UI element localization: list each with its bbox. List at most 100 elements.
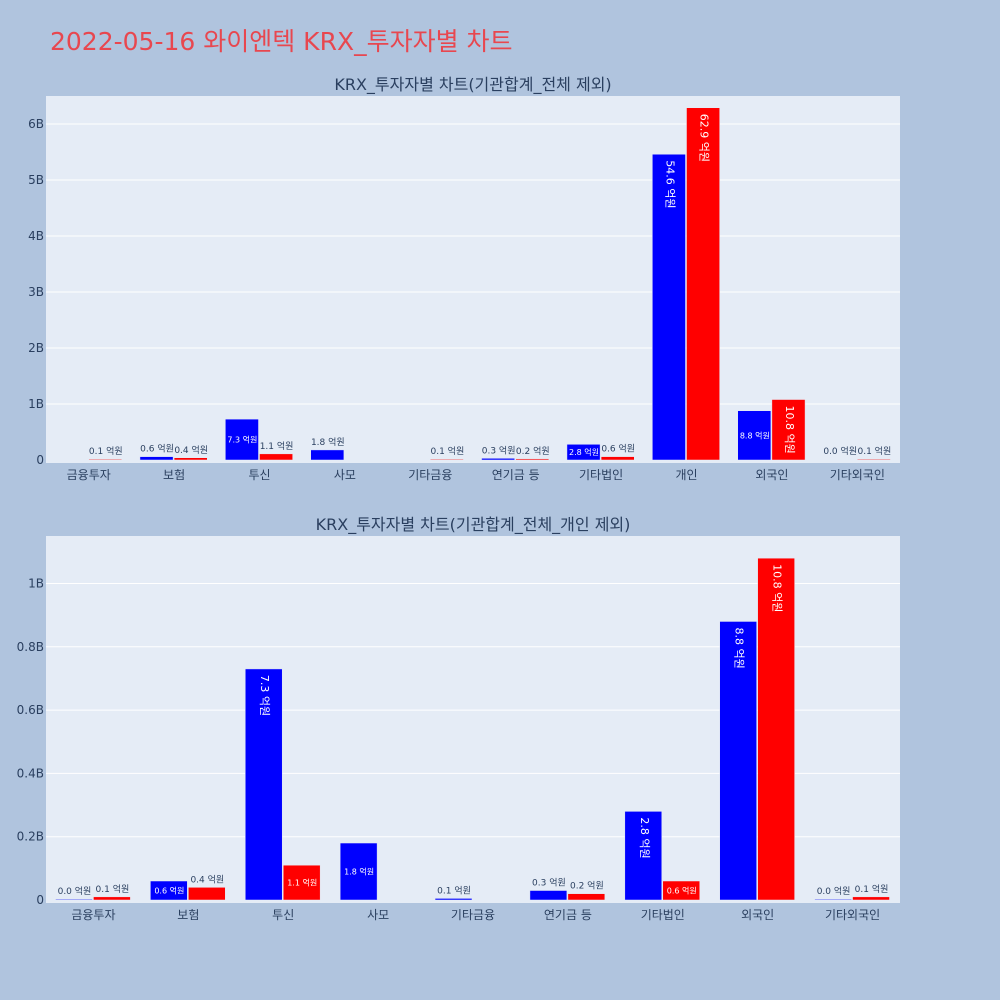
chart-title: KRX_투자자별 차트(기관합계_전체 제외) [334, 75, 611, 95]
x-tick-label: 기타외국인 [830, 468, 885, 482]
bar [757, 557, 795, 901]
bar-value-label: 2.8 억원 [569, 447, 599, 457]
x-tick-label: 연기금 등 [492, 468, 540, 482]
bar [719, 621, 757, 901]
x-tick-label: 외국인 [755, 468, 788, 482]
bar-value-label: 0.6 억원 [140, 443, 174, 455]
bar-value-label: 1.1 억원 [287, 878, 317, 888]
bar [259, 453, 293, 461]
bar [282, 864, 321, 901]
y-tick-label: 0.8B [17, 640, 44, 654]
bar [771, 399, 806, 461]
bar [515, 458, 550, 461]
bar-value-label: 0.0 억원 [58, 885, 92, 897]
bar-value-label: 54.6 억원 [663, 160, 676, 208]
bar-value-label: 62.9 억원 [698, 114, 711, 162]
investor-chart-top: KRX_투자자별 차트(기관합계_전체 제외) 0 1B 2B 3B 4B 5B 6B 금융투자… [28, 75, 900, 482]
bar [529, 890, 568, 901]
bar [150, 880, 188, 901]
bar-value-label: 2.8 억원 [638, 817, 651, 858]
bar [93, 896, 131, 901]
x-tick-label: 기타법인 [641, 908, 685, 922]
bar [567, 893, 606, 901]
bar-value-label: 10.8 억원 [783, 406, 796, 454]
x-tick-label: 기타법인 [579, 468, 623, 482]
y-tick-label: 0.4B [17, 766, 44, 780]
bar-value-label: 0.1 억원 [431, 445, 465, 457]
y-tick-label: 1B [28, 397, 44, 411]
x-tick-label: 보험 [177, 908, 199, 922]
y-tick-label: 4B [28, 229, 44, 243]
bar [857, 458, 891, 461]
bar-value-label: 1.8 억원 [311, 436, 345, 448]
bar-value-label: 0.3 억원 [532, 877, 566, 889]
y-tick-label: 1B [28, 576, 44, 590]
bar-value-label: 0.0 억원 [817, 885, 851, 897]
bar [852, 896, 890, 901]
bar-value-label: 0.4 억원 [190, 873, 224, 885]
bar-value-label: 0.2 억원 [570, 880, 604, 892]
bar-value-label: 0.1 억원 [858, 445, 892, 457]
bar [430, 458, 464, 461]
bar [566, 444, 601, 461]
bar [225, 418, 259, 461]
x-tick-label: 외국인 [741, 908, 774, 922]
x-tick-label: 기타외국인 [825, 908, 880, 922]
bar-value-label: 1.8 억원 [344, 867, 374, 877]
bar-value-label: 8.8 억원 [740, 430, 770, 440]
bar-value-label: 0.3 억원 [482, 444, 516, 456]
bar [310, 449, 345, 461]
bar [481, 458, 515, 461]
page-title: 2022-05-16 와이엔텍 KRX_투자자별 차트 [50, 27, 513, 56]
y-tick-label: 2B [28, 341, 44, 355]
bar-value-label: 0.1 억원 [855, 883, 889, 895]
x-tick-label: 기타금융 [408, 468, 452, 482]
bar [434, 898, 473, 901]
bar-value-label: 0.6 억원 [154, 886, 184, 896]
y-tick-label: 0 [36, 893, 44, 907]
bar [88, 458, 123, 461]
bar-value-label: 7.3 억원 [258, 675, 271, 716]
bar [662, 880, 700, 901]
bar [624, 811, 663, 901]
bar-value-label: 0.6 억원 [601, 443, 635, 455]
bar [600, 456, 635, 461]
y-tick-label: 6B [28, 117, 44, 131]
bar [339, 842, 378, 901]
x-tick-label: 사모 [367, 908, 389, 922]
bar [245, 668, 283, 901]
x-tick-label: 기타금융 [451, 908, 495, 922]
x-tick-label: 개인 [675, 468, 697, 482]
x-tick-label: 투신 [272, 908, 294, 922]
bar [188, 887, 226, 901]
chart-title: KRX_투자자별 차트(기관합계_전체_개인 제외) [316, 515, 631, 535]
bar-value-label: 7.3 억원 [227, 435, 257, 445]
bar-value-label: 0.1 억원 [89, 445, 123, 457]
bar-value-label: 0.4 억원 [174, 444, 208, 456]
x-tick-label: 투신 [248, 468, 270, 482]
bar [55, 898, 93, 901]
bar-value-label: 0.1 억원 [437, 884, 471, 896]
bar [737, 410, 772, 461]
bar-value-label: 0.6 억원 [667, 886, 697, 896]
x-tick-label: 금융투자 [71, 908, 115, 922]
plot-area [46, 96, 900, 463]
x-tick-label: 금융투자 [67, 468, 111, 482]
bar-value-label: 8.8 억원 [733, 627, 746, 668]
y-tick-label: 0 [36, 453, 44, 467]
bar-value-label: 1.1 억원 [260, 440, 294, 452]
x-tick-label: 보험 [163, 468, 185, 482]
bar-value-label: 0.0 억원 [823, 445, 857, 457]
y-tick-label: 3B [28, 285, 44, 299]
bar [139, 456, 174, 461]
y-tick-label: 0.6B [17, 703, 44, 717]
bar-value-label: 10.8 억원 [771, 564, 784, 612]
bar-value-label: 0.1 억원 [96, 883, 130, 895]
bar-value-label: 0.2 억원 [516, 445, 550, 457]
y-tick-label: 5B [28, 173, 44, 187]
bar [686, 107, 720, 461]
bar [173, 457, 208, 461]
x-tick-label: 연기금 등 [544, 908, 592, 922]
bar [652, 153, 686, 461]
x-tick-label: 사모 [334, 468, 356, 482]
